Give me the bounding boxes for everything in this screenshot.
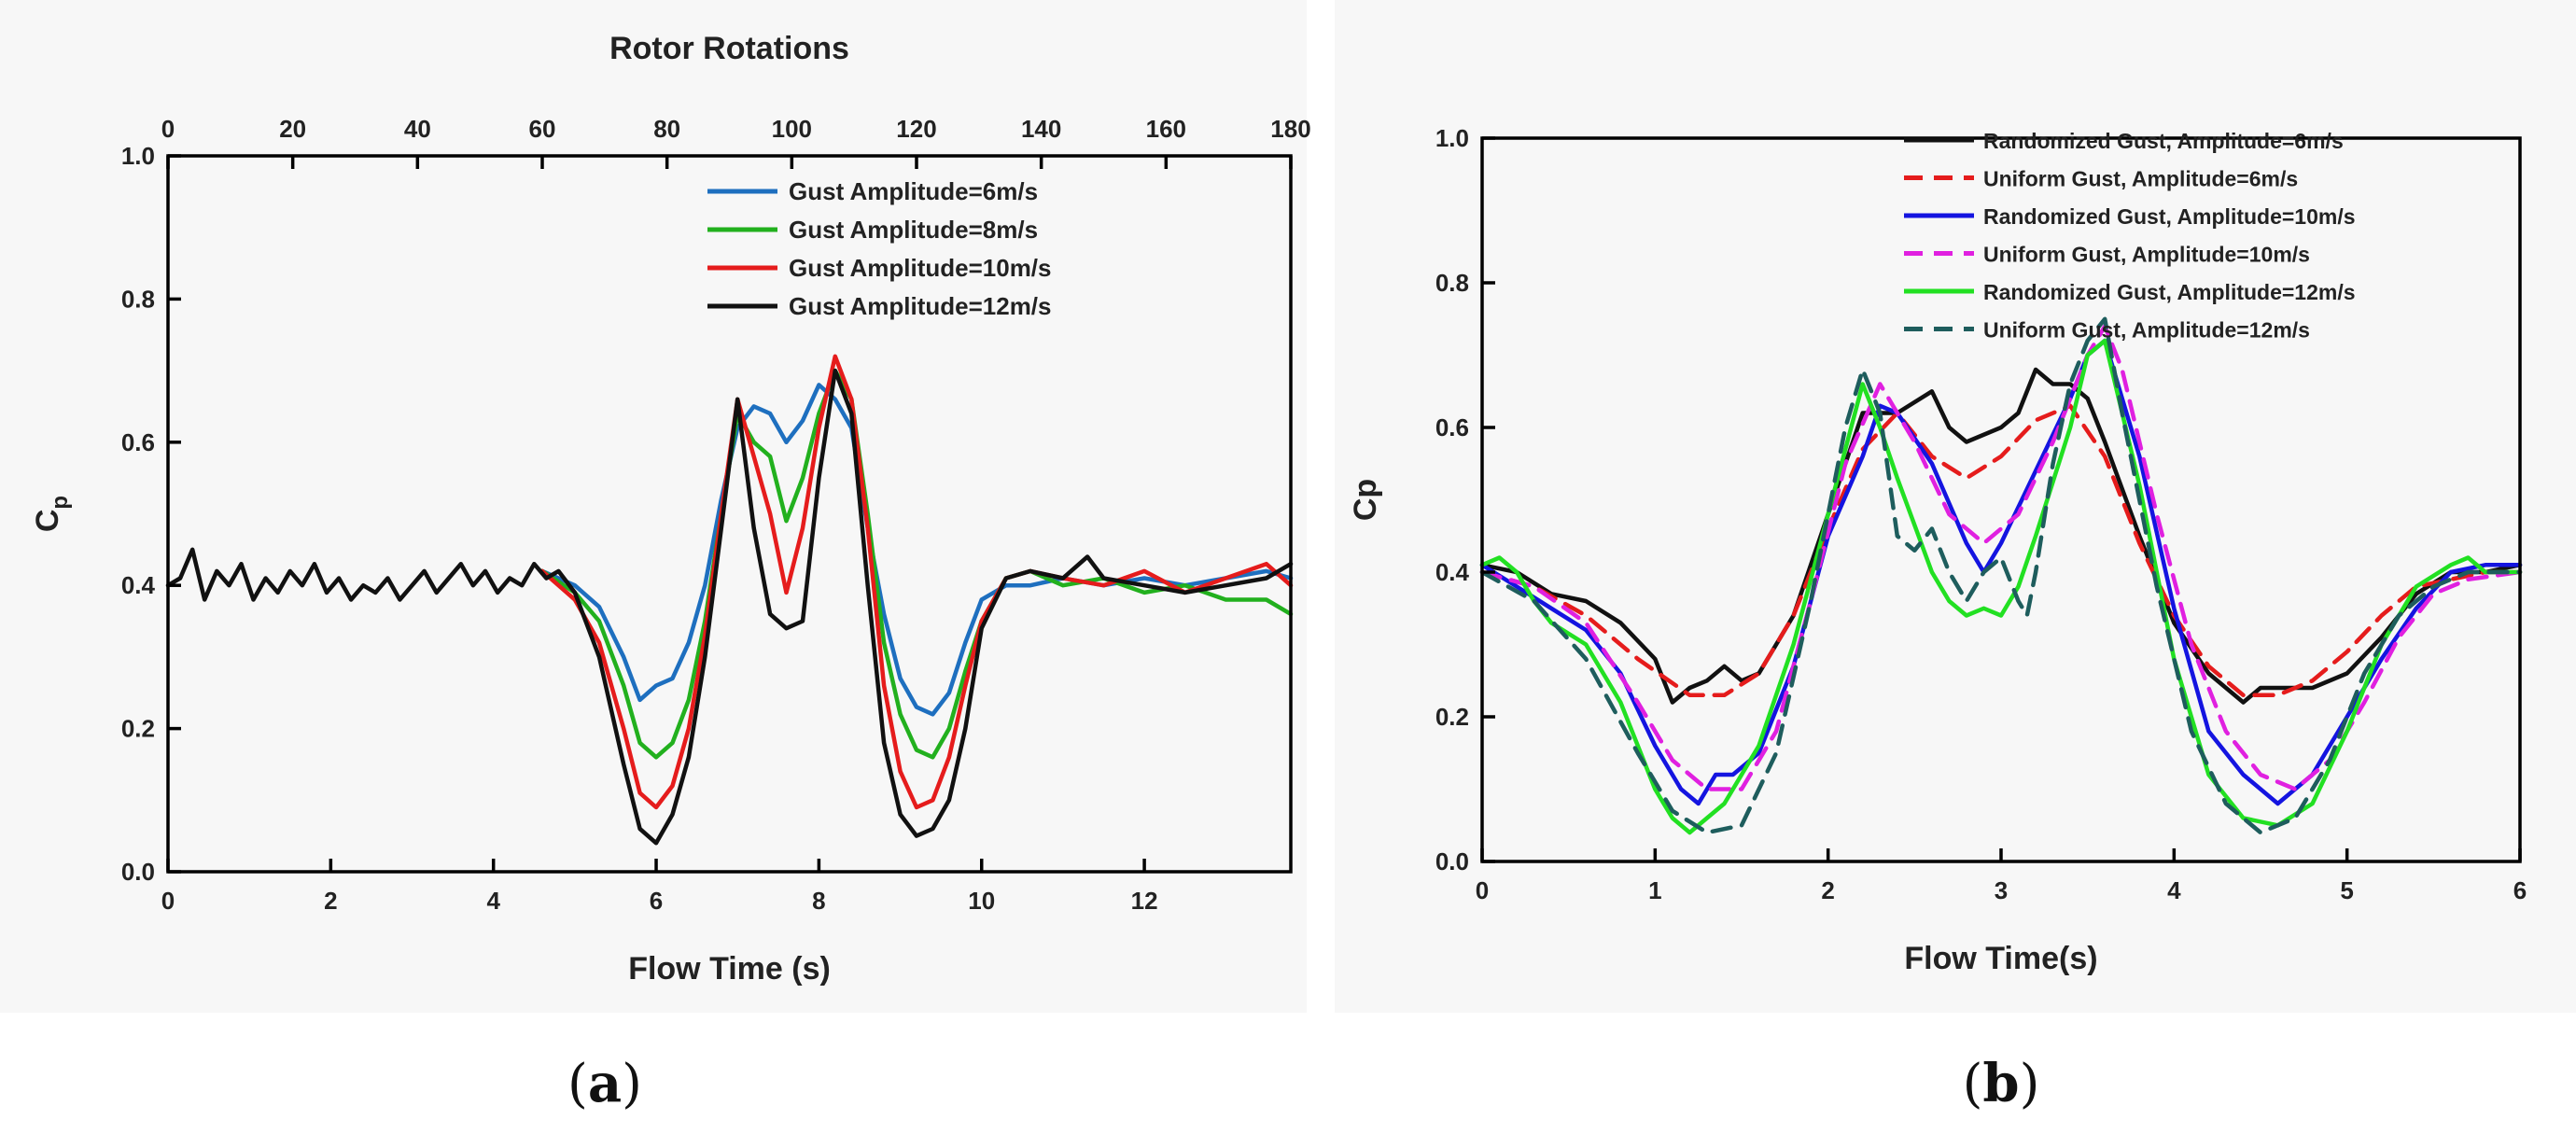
panel-b-x-axis-title: Flow Time(s)	[1904, 941, 2097, 976]
panel-b-legend-label-uniform-gust-amplitude-10m-s: Uniform Gust, Amplitude=10m/s	[1983, 243, 2310, 267]
panel-a-x2tick-label: 20	[279, 115, 306, 143]
panel-a-chart: 0 2 4 6 8 10 120.00.20.40.60.81.00 20 40 60 80 100 1…	[0, 0, 1311, 1013]
panel-b-legend-label-randomized-gust-amplitude-12m-s: Randomized Gust, Amplitude=12m/s	[1983, 280, 2356, 304]
panel-a-xtick-label: 0	[161, 887, 175, 915]
panel-a-legend-label-gust-amplitude-10m-s: Gust Amplitude=10m/s	[789, 254, 1052, 282]
panel-a-x2-axis-title: Rotor Rotations	[609, 31, 849, 66]
caption-b: (b)	[1963, 1053, 2040, 1114]
panel-a-x-axis-title: Flow Time (s)	[628, 951, 831, 987]
panel-a-xtick-label: 4	[486, 887, 500, 915]
panel-a-series-gust-amplitude-12m-s	[165, 368, 1294, 846]
panel-b-xtick-label: 1	[1648, 876, 1661, 904]
panel-a-x2tick-label: 100	[772, 115, 812, 143]
panel-b-ytick-label: 1.0	[1435, 124, 1469, 152]
panel-b-legend-label-uniform-gust-amplitude-12m-s: Uniform Gust, Amplitude=12m/s	[1983, 318, 2310, 343]
panel-b-xtick-label: 6	[2513, 876, 2527, 904]
panel-b-series-uniform-gust-amplitude-12m-s	[1479, 316, 2523, 835]
panel-a-x2tick-label: 40	[404, 115, 431, 143]
panel-b-series-randomized-gust-amplitude-10m-s	[1479, 338, 2523, 806]
panel-a-x2tick-label: 140	[1021, 115, 1061, 143]
panel-a-legend-label-gust-amplitude-12m-s: Gust Amplitude=12m/s	[789, 292, 1052, 320]
panel-a-legend-label-gust-amplitude-8m-s: Gust Amplitude=8m/s	[789, 216, 1038, 244]
panel-b-ytick-label: 0.4	[1435, 558, 1470, 586]
panel-a-ytick-label: 0.0	[121, 858, 155, 886]
panel-b-series-randomized-gust-amplitude-6m-s	[1479, 367, 2523, 705]
panel-b-chart: 0 1 2 3 4 5 6 0.0 0.2 0.4 0.6 0.8 1.0 Flow Time(s) Cp R…	[1335, 0, 2576, 1013]
panel-a-ytick-label: 0.6	[121, 428, 155, 456]
panel-a-frame	[166, 154, 1293, 874]
panel-a-ytick-label: 0.8	[121, 285, 155, 313]
panel-b-legend-label-randomized-gust-amplitude-6m-s: Randomized Gust, Amplitude=6m/s	[1983, 129, 2344, 153]
panel-a-series-gust-amplitude-10m-s	[539, 354, 1294, 810]
panel-a-xtick-label: 6	[650, 887, 663, 915]
panel-a-x2tick-label: 120	[896, 115, 936, 143]
panel-a-x2tick-label: 0	[161, 115, 175, 143]
panel-a-x2tick-label: 180	[1270, 115, 1310, 143]
panel-a-legend-label-gust-amplitude-6m-s: Gust Amplitude=6m/s	[789, 177, 1038, 205]
panel-b-xtick-label: 5	[2340, 876, 2353, 904]
panel-a-xtick-label: 2	[324, 887, 337, 915]
panel-b-y-axis-title: Cp	[1348, 479, 1383, 521]
panel-a-xtick-label: 10	[968, 887, 995, 915]
panel-b-xtick-label: 4	[2167, 876, 2181, 904]
panel-b-ytick-label: 0.2	[1435, 703, 1469, 731]
panel-a-x2tick-label: 160	[1146, 115, 1186, 143]
panel-b-ytick-label: 0.0	[1435, 847, 1469, 875]
panel-b-xtick-label: 0	[1476, 876, 1489, 904]
panel-a-x2tick-label: 80	[653, 115, 680, 143]
panel-a-ytick-label: 0.2	[121, 715, 155, 743]
panel-a-xtick-label: 12	[1131, 887, 1158, 915]
panel-b-ytick-label: 0.6	[1435, 413, 1469, 441]
panel-a-x2tick-label: 60	[529, 115, 556, 143]
panel-a-xtick-label: 8	[812, 887, 825, 915]
panel-b-legend-label-randomized-gust-amplitude-10m-s: Randomized Gust, Amplitude=10m/s	[1983, 204, 2356, 229]
panel-b-background	[1335, 0, 2576, 1013]
panel-a-plot-area: 0 2 4 6 8 10 120.00.20.40.60.81.00 20 40 60 80 100 1…	[30, 31, 1311, 987]
panel-b-legend-label-uniform-gust-amplitude-6m-s: Uniform Gust, Amplitude=6m/s	[1983, 167, 2298, 191]
panel-b-xtick-label: 2	[1821, 876, 1834, 904]
panel-a-y-axis-title-subscript: p	[48, 496, 73, 510]
panel-a-ytick-label: 0.4	[121, 571, 156, 599]
caption-a: (a)	[567, 1053, 642, 1114]
panel-a-background	[0, 0, 1307, 1013]
panel-a-ytick-label: 1.0	[121, 142, 155, 170]
panel-b-xtick-label: 3	[1995, 876, 2008, 904]
panel-b-plot-area: 0 1 2 3 4 5 6 0.0 0.2 0.4 0.6 0.8 1.0 Flow Time(s) Cp R…	[1348, 124, 2527, 976]
panel-b-ytick-label: 0.8	[1435, 269, 1469, 297]
panel-b-series-uniform-gust-amplitude-6m-s	[1479, 403, 2523, 698]
